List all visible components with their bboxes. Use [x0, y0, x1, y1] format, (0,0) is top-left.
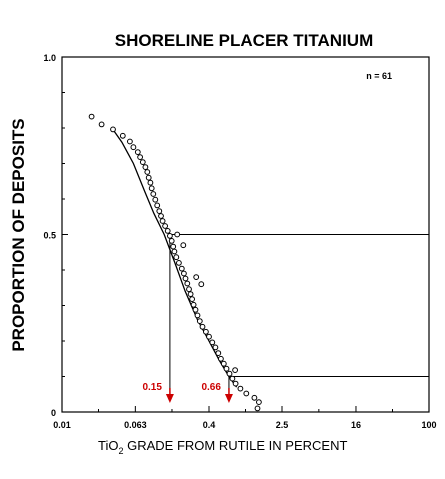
data-point: [198, 281, 205, 288]
data-point: [137, 154, 144, 161]
x-tick-label: 2.5: [276, 420, 289, 430]
y-axis-label: PROPORTION OF DEPOSITS: [9, 118, 28, 351]
data-point: [220, 360, 227, 367]
data-point: [174, 231, 181, 238]
data-point: [159, 218, 166, 224]
data-point: [232, 367, 239, 374]
data-point: [164, 228, 171, 234]
data-point: [150, 191, 157, 197]
data-point: [187, 291, 194, 298]
data-points: [88, 113, 262, 412]
data-point: [170, 243, 177, 250]
data-point: [173, 254, 180, 261]
data-point: [226, 370, 233, 377]
data-point: [134, 149, 141, 156]
x-tick-label: 0.4: [203, 420, 216, 430]
data-point: [215, 350, 222, 357]
data-point: [162, 223, 169, 229]
data-point: [147, 179, 154, 186]
y-tick-label: 0.5: [43, 231, 56, 241]
annotation-label: 0.15: [142, 382, 162, 393]
data-point: [203, 328, 209, 335]
data-point: [192, 306, 199, 313]
data-point: [176, 260, 182, 266]
data-point: [110, 126, 116, 133]
data-point: [199, 323, 206, 330]
x-axis-label-rest: GRADE FROM RUTILE IN PERCENT: [123, 438, 347, 453]
data-point: [182, 275, 189, 282]
data-point: [229, 375, 236, 382]
data-point: [130, 144, 137, 151]
guide-lines: [169, 234, 429, 390]
data-point: [152, 196, 159, 203]
data-point: [251, 394, 258, 401]
data-point: [189, 296, 196, 303]
data-point: [218, 355, 224, 362]
data-point: [209, 339, 216, 346]
data-point: [181, 270, 187, 277]
data-point: [223, 365, 230, 372]
sample-size-label: n = 61: [366, 71, 392, 81]
y-tick-label: 0: [51, 408, 56, 418]
data-point: [145, 174, 152, 181]
data-point: [142, 164, 149, 171]
data-point: [88, 113, 95, 120]
data-point: [184, 280, 191, 287]
data-point: [126, 138, 133, 145]
x-axis-label-main: TiO: [98, 438, 118, 453]
data-point: [98, 121, 105, 128]
y-tick-label: 1.0: [43, 53, 56, 63]
data-point: [243, 390, 250, 397]
x-tick-label: 100: [421, 420, 436, 430]
x-tick-label: 0.01: [53, 420, 71, 430]
data-point: [139, 159, 146, 166]
data-point: [194, 312, 201, 319]
axis-ticks: 0.01 0.063 0.4 2.5 16 100 0 0.5 1.0: [43, 53, 436, 430]
annotations: 0.15 0.66: [142, 382, 233, 403]
chart-title: SHORELINE PLACER TITANIUM: [115, 31, 373, 50]
x-axis-label-subscript: 2: [118, 446, 123, 456]
x-tick-label: 16: [351, 420, 361, 430]
data-point: [237, 385, 244, 392]
data-point: [148, 185, 155, 192]
data-point: [158, 213, 164, 219]
data-point: [193, 274, 200, 281]
data-point: [156, 208, 163, 215]
data-point: [256, 399, 262, 406]
data-point: [144, 169, 151, 175]
data-point: [178, 265, 185, 272]
data-point: [206, 333, 212, 340]
data-point: [254, 405, 261, 412]
data-point: [190, 301, 197, 308]
data-point: [186, 286, 192, 293]
data-point: [212, 344, 219, 351]
annotation-label: 0.66: [201, 382, 221, 393]
data-point: [196, 318, 203, 325]
data-point: [171, 248, 178, 255]
data-point: [180, 242, 187, 249]
data-point: [119, 132, 126, 139]
data-point: [154, 202, 161, 209]
x-tick-label: 0.063: [124, 420, 147, 430]
data-point: [167, 233, 173, 239]
annotation-arrowhead: [165, 394, 174, 403]
x-axis-label: TiO2 GRADE FROM RUTILE IN PERCENT: [98, 438, 347, 456]
annotation-arrowhead: [224, 394, 233, 403]
data-point: [232, 380, 239, 387]
data-point: [168, 238, 175, 244]
